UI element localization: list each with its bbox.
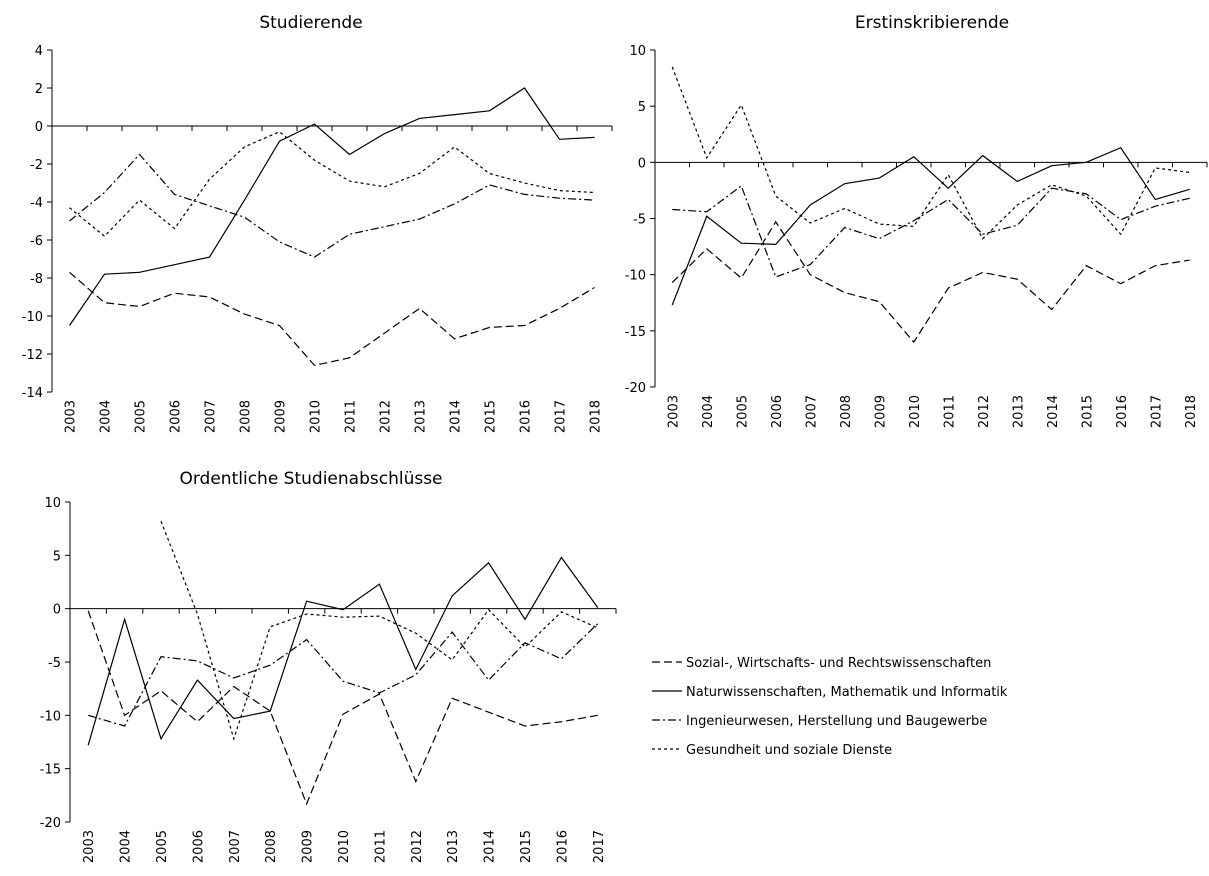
x-tick-label: 2006 xyxy=(191,830,206,863)
y-tick-label: 10 xyxy=(629,44,646,59)
x-tick-label: 2007 xyxy=(228,830,243,863)
y-tick-label: -2 xyxy=(30,158,43,173)
chart-title: Studierende xyxy=(259,13,362,33)
x-tick-label: 2011 xyxy=(373,830,388,863)
x-tick-label: 2015 xyxy=(484,400,499,433)
y-tick-label: 5 xyxy=(638,100,646,115)
y-tick-label: -20 xyxy=(625,381,646,396)
y-tick-label: -10 xyxy=(40,709,61,724)
x-tick-label: 2015 xyxy=(519,830,534,863)
x-tick-label: 2008 xyxy=(239,400,254,433)
x-tick-label: 2010 xyxy=(309,400,324,433)
x-tick-label: 2005 xyxy=(134,400,149,433)
y-tick-label: 0 xyxy=(53,603,61,618)
series-line xyxy=(160,520,599,741)
x-tick-label: 2014 xyxy=(483,830,498,863)
x-tick-label: 2013 xyxy=(446,830,461,863)
y-tick-label: -8 xyxy=(30,272,43,287)
x-tick-label: 2005 xyxy=(155,830,170,863)
y-tick-label: 0 xyxy=(638,156,646,171)
series-line xyxy=(69,153,595,258)
y-tick-label: -15 xyxy=(40,763,61,778)
y-tick-label: -12 xyxy=(22,348,43,363)
x-tick-label: 2008 xyxy=(839,395,854,428)
x-tick-label: 2016 xyxy=(1115,395,1130,428)
x-tick-label: 2018 xyxy=(1184,395,1199,428)
x-tick-label: 2009 xyxy=(274,400,289,433)
chart-title: Erstinskribierende xyxy=(855,13,1009,33)
x-tick-label: 2012 xyxy=(410,830,425,863)
x-tick-label: 2012 xyxy=(379,400,394,433)
y-tick-label: -5 xyxy=(633,213,646,228)
x-tick-label: 2010 xyxy=(337,830,352,863)
x-tick-label: 2007 xyxy=(804,395,819,428)
x-tick-label: 2008 xyxy=(264,830,279,863)
y-tick-label: -10 xyxy=(625,269,646,284)
x-tick-label: 2003 xyxy=(82,830,97,863)
x-tick-label: 2010 xyxy=(908,395,923,428)
x-tick-label: 2005 xyxy=(735,395,750,428)
x-tick-label: 2016 xyxy=(555,830,570,863)
y-tick-label: 2 xyxy=(35,82,43,97)
chart-title: Ordentliche Studienabschlüsse xyxy=(179,469,442,489)
series-line xyxy=(671,66,1190,240)
x-tick-label: 2009 xyxy=(873,395,888,428)
x-tick-label: 2012 xyxy=(977,395,992,428)
x-tick-label: 2014 xyxy=(449,400,464,433)
y-tick-label: -4 xyxy=(30,196,43,211)
x-tick-label: 2004 xyxy=(701,395,716,428)
y-tick-label: 4 xyxy=(35,44,43,59)
series-line xyxy=(69,131,595,238)
x-tick-label: 2007 xyxy=(204,400,219,433)
x-tick-label: 2018 xyxy=(589,400,604,433)
x-tick-label: 2004 xyxy=(99,400,114,433)
x-tick-label: 2017 xyxy=(554,400,569,433)
y-tick-label: -5 xyxy=(48,656,61,671)
legend-label: Gesundheit und soziale Dienste xyxy=(686,743,892,758)
y-tick-label: -10 xyxy=(22,310,43,325)
x-tick-label: 2011 xyxy=(344,400,359,433)
y-tick-label: 5 xyxy=(53,549,61,564)
series-line xyxy=(671,220,1190,344)
x-tick-label: 2006 xyxy=(169,400,184,433)
legend-label: Naturwissenschaften, Mathematik und Info… xyxy=(686,685,1008,700)
x-tick-label: 2003 xyxy=(64,400,79,433)
x-tick-label: 2014 xyxy=(1046,395,1061,428)
x-tick-label: 2004 xyxy=(119,830,134,863)
series-line xyxy=(87,610,598,806)
x-tick-label: 2013 xyxy=(1011,395,1026,428)
series-line xyxy=(672,184,1190,278)
y-tick-label: 10 xyxy=(44,496,61,511)
x-tick-label: 2003 xyxy=(666,395,681,428)
y-tick-label: -20 xyxy=(40,816,61,831)
series-line xyxy=(69,87,595,326)
series-line xyxy=(88,623,599,727)
y-tick-label: -14 xyxy=(22,386,43,401)
x-tick-label: 2006 xyxy=(770,395,785,428)
x-tick-label: 2017 xyxy=(1149,395,1164,428)
x-tick-label: 2017 xyxy=(592,830,607,863)
series-line xyxy=(87,556,599,746)
x-tick-label: 2013 xyxy=(414,400,429,433)
legend-label: Sozial-, Wirtschafts- und Rechtswissensc… xyxy=(686,656,991,671)
series-line xyxy=(69,271,595,367)
y-tick-label: -15 xyxy=(625,325,646,340)
y-tick-label: -6 xyxy=(30,234,43,249)
x-tick-label: 2011 xyxy=(942,395,957,428)
y-tick-label: 0 xyxy=(35,120,43,135)
x-tick-label: 2009 xyxy=(301,830,316,863)
x-tick-label: 2016 xyxy=(519,400,534,433)
legend-label: Ingenieurwesen, Herstellung und Baugewer… xyxy=(686,714,987,729)
series-line xyxy=(671,146,1190,306)
x-tick-label: 2015 xyxy=(1080,395,1095,428)
